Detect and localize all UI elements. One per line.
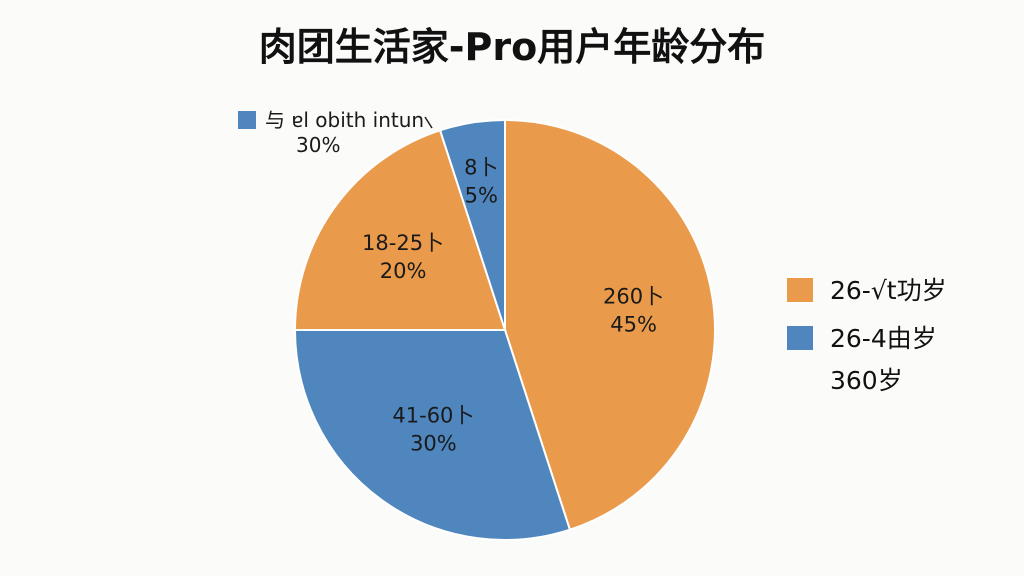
pie-slices	[293, 118, 716, 541]
callout-pointer	[424, 116, 433, 129]
callout-label-text: 与 ɐl obith intun	[265, 108, 424, 132]
chart-title: 肉团生活家-Pro用户年龄分布	[259, 25, 765, 69]
slice-percent-label: 5%	[465, 184, 498, 208]
slice-percent-label: 20%	[380, 259, 427, 283]
callout-label: 与 ɐl obith intun 30%	[238, 108, 433, 157]
legend-label-extra: 360岁	[830, 366, 903, 395]
legend-swatch	[787, 278, 813, 302]
legend: 26-√t功岁 26-4由岁 360岁	[787, 276, 947, 395]
slice-percent-label: 30%	[410, 432, 457, 456]
slice-label: 8卜	[464, 156, 498, 180]
legend-label: 26-√t功岁	[830, 276, 947, 305]
slice-label: 41-60卜	[392, 404, 474, 428]
callout-label-percent: 30%	[296, 133, 340, 157]
legend-label: 26-4由岁	[830, 324, 937, 353]
pie-slice	[293, 129, 507, 331]
pie-slice	[438, 118, 506, 331]
slice-label: 260卜	[603, 285, 664, 309]
pie-slice-labels: 260卜 45% 41-60卜 30% 18-25卜 20% 8卜 5%	[362, 156, 664, 456]
slice-percent-label: 45%	[610, 313, 657, 337]
legend-swatch	[787, 326, 813, 350]
callout-swatch	[238, 111, 256, 129]
pie-slice	[293, 329, 572, 541]
slice-label: 18-25卜	[362, 231, 444, 255]
pie-slice	[504, 118, 716, 531]
